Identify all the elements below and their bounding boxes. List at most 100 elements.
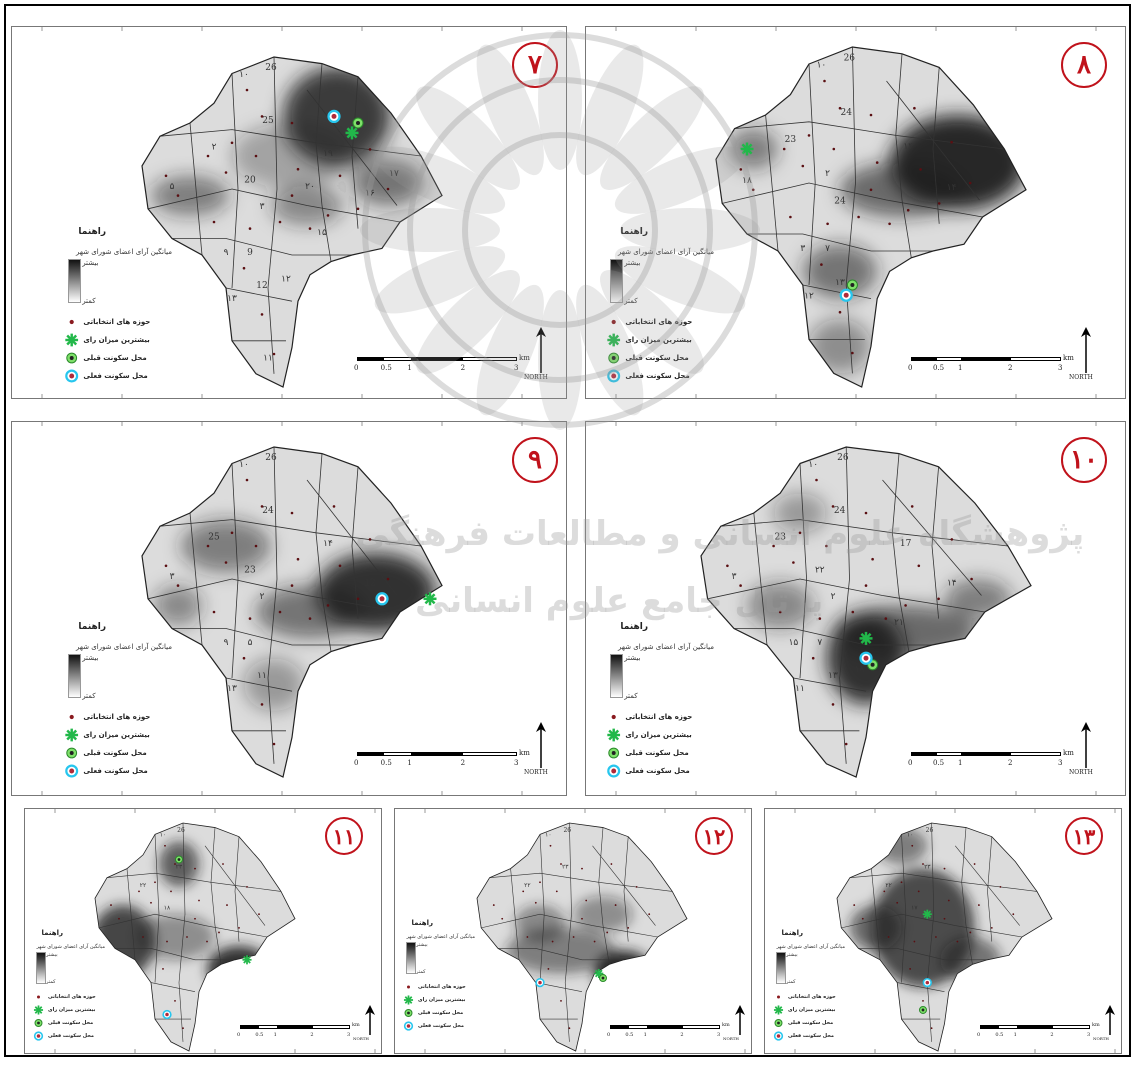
previous-residence-marker — [34, 1018, 43, 1027]
legend-item-label: محل سکونت قبلی — [48, 1019, 94, 1026]
res-legend-icon — [773, 1030, 784, 1041]
polling-station-dot — [290, 121, 294, 125]
scale-tick-label: 3 — [1058, 759, 1063, 767]
zone-label: ۱۰ — [907, 832, 913, 839]
scale-tick-label: 1 — [643, 1032, 647, 1038]
polling-station-dot — [778, 610, 782, 614]
polling-station-dot — [917, 564, 921, 568]
polling-station-dot — [254, 544, 258, 548]
legend-item: بیشترین میزان رای — [64, 333, 150, 347]
polling-station-dot — [943, 867, 946, 870]
zone-label: ۲۲ — [885, 882, 891, 889]
legend-item-label: حوزه های انتخاباتی — [48, 993, 96, 1000]
max-legend-icon — [65, 333, 79, 347]
previous-residence-marker — [66, 352, 78, 364]
zone-label: ۱۰ — [160, 832, 166, 839]
dot-legend-icon — [69, 319, 74, 324]
zone-label: ۲۳ — [176, 864, 183, 871]
polling-station-dot — [801, 164, 805, 168]
scale-tick-label: 0.5 — [255, 1032, 264, 1038]
panel-number: ۱۰ — [1061, 437, 1107, 483]
polling-station-dot — [883, 890, 886, 893]
res-legend-icon — [33, 1030, 44, 1041]
current-residence-marker — [162, 1009, 172, 1020]
polling-station-dot — [290, 584, 294, 587]
legend-item: محل سکونت فعلی — [33, 1030, 94, 1041]
polling-station-dot — [296, 557, 300, 561]
legend-item-label: محل سکونت فعلی — [788, 1032, 834, 1039]
district-boundaries — [147, 447, 422, 764]
scale-tick-label: 0.5 — [380, 759, 392, 767]
vote-density-area — [802, 244, 878, 299]
zone-label: ۹ — [224, 638, 229, 648]
polling-station-dot — [823, 79, 826, 83]
polling-station-dot — [308, 617, 312, 620]
polling-station-dot — [224, 171, 228, 174]
polling-station-dot — [142, 936, 144, 938]
current-residence-marker — [773, 1030, 784, 1041]
polling-station-dot — [807, 134, 811, 137]
vote-density-area — [256, 585, 364, 639]
polling-station-dot — [950, 538, 954, 541]
north-label: NORTH — [1069, 374, 1093, 381]
polling-station-dot — [739, 168, 743, 171]
zone-label: 17 — [900, 539, 912, 549]
map-legend: راهنما میانگین آرای اعضای شورای شهر بیشتر ک… — [606, 622, 714, 790]
polling-station-dot — [772, 544, 775, 548]
polling-station-dot — [260, 313, 264, 316]
legend-item: حوزه های انتخاباتی — [64, 315, 150, 329]
zone-label: ۳ — [732, 572, 737, 582]
zone-label: ۹ — [224, 248, 229, 258]
polling-station-dot — [164, 844, 166, 847]
polling-station-dot — [581, 917, 583, 920]
polling-station-dot — [526, 936, 529, 938]
max-legend-icon — [33, 1004, 44, 1015]
polling-station-dot — [245, 478, 249, 482]
zone-label: 26 — [265, 63, 277, 73]
current-residence-marker — [922, 977, 932, 988]
legend-item-label: محل سکونت فعلی — [83, 372, 148, 381]
polling-station-dot — [258, 913, 260, 916]
zone-label: ۵ — [170, 182, 175, 192]
zone-label: 25 — [262, 116, 274, 126]
scale-bar: 0 0.5 1 2 3 km — [354, 354, 537, 381]
max-vote-marker — [242, 955, 252, 965]
polling-station-dot — [820, 263, 823, 266]
max-legend-icon — [607, 333, 621, 347]
polling-station-dot — [326, 214, 330, 217]
current-residence-marker — [375, 592, 389, 606]
legend-item-label: محل سکونت قبلی — [418, 1009, 464, 1016]
zone-label: ۱۴ — [947, 579, 957, 589]
legend-item: محل سکونت قبلی — [773, 1018, 833, 1028]
legend-item: حوزه های انتخاباتی — [606, 315, 692, 329]
dot-legend-icon — [611, 319, 616, 324]
legend-subtitle: میانگین آرای اعضای شورای شهر — [618, 643, 714, 651]
legend-item-label: حوزه های انتخاباتی — [83, 712, 151, 721]
current-residence-marker — [607, 764, 621, 778]
legend-subtitle: میانگین آرای اعضای شورای شهر — [618, 248, 714, 256]
polling-station-dot — [585, 899, 588, 902]
zone-label: 23 — [774, 532, 786, 542]
polling-station-dot — [522, 890, 525, 893]
previous-residence-marker — [599, 974, 607, 983]
polling-station-dot — [338, 564, 342, 568]
prev-legend-icon — [608, 352, 620, 364]
scale-tick-label: 2 — [460, 759, 466, 767]
zone-label: ۱۲ — [281, 274, 291, 284]
vote-density-area — [151, 175, 229, 216]
zone-label: ۱۴ — [947, 183, 957, 193]
polling-station-dot — [913, 106, 916, 110]
polling-station-dot — [560, 863, 562, 865]
legend-item-label: محل سکونت فعلی — [83, 767, 148, 776]
polling-station-dot — [572, 936, 575, 938]
north-label: NORTH — [524, 769, 548, 776]
panel-number: ۸ — [1061, 42, 1107, 88]
polling-station-dot — [818, 617, 822, 620]
scale-tick-label: 3 — [717, 1032, 721, 1038]
legend-item-label: بیشترین میزان رای — [83, 335, 150, 344]
polling-station-dot — [260, 505, 264, 508]
polling-station-dot — [194, 917, 196, 920]
legend-low-label: کمتر — [82, 692, 96, 700]
polling-station-dot — [930, 1027, 933, 1030]
